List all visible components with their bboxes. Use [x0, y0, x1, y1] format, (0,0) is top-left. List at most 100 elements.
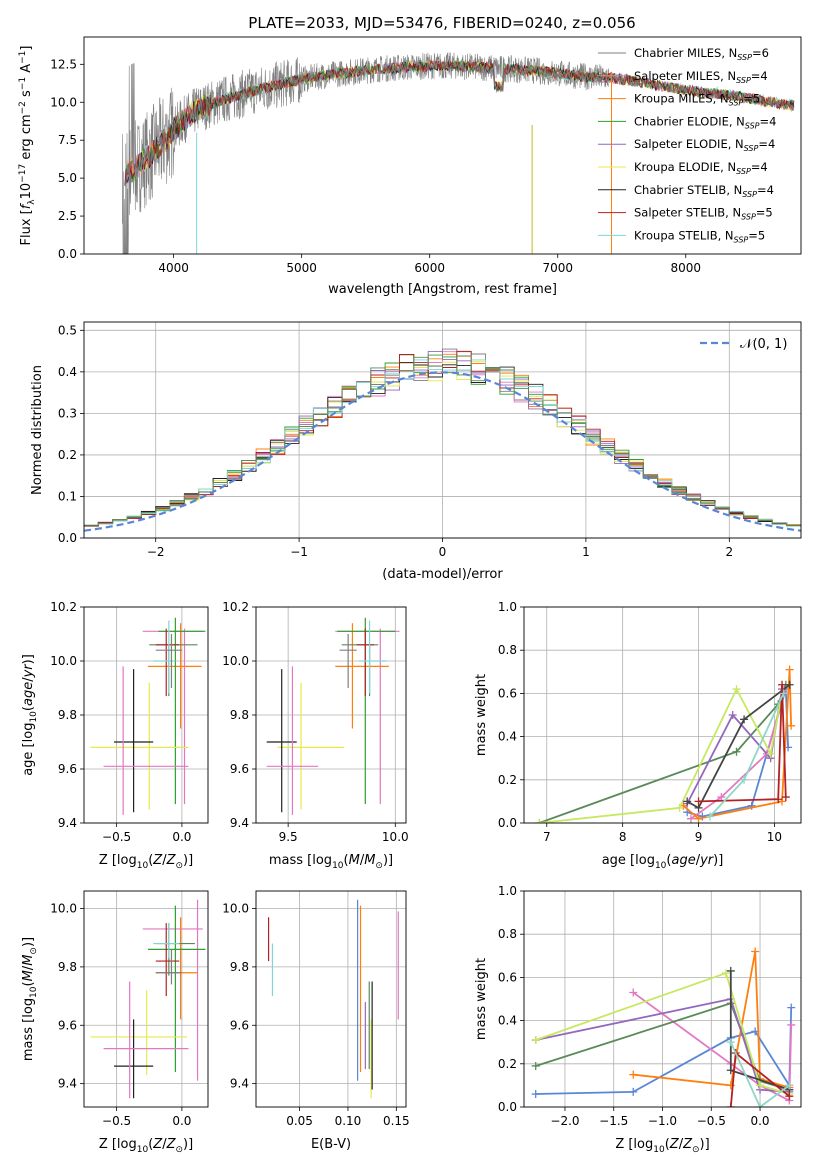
errorbar-point [103, 981, 189, 1099]
legend-label-sub: SSP [734, 235, 749, 244]
legend-entry: Salpeter ELODIE, NSSP=4 [634, 137, 775, 153]
legend-entry: Chabrier MILES, NSSP=6 [634, 46, 769, 62]
errorbar-point [337, 617, 396, 805]
weight-point-marker [778, 680, 787, 689]
legend-entry: Salpeter STELIB, NSSP=5 [634, 206, 773, 222]
legend-label-main: Salpeter MILES, N [634, 69, 736, 83]
weight-point-marker [721, 969, 730, 978]
label-part: 10 [655, 861, 667, 871]
panel-mass_vs_EBV: 0.05 0.10 0.15 9.4 9.6 9.8 10.0 E(B-V) [222, 890, 410, 1152]
weight-point-marker [756, 1081, 765, 1090]
label-part: Flux [ [19, 209, 34, 245]
label-part: )] [183, 853, 193, 868]
weight-point-marker [629, 1070, 638, 1079]
label-part: Z [log [615, 1137, 653, 1152]
label-part: Z [152, 1137, 163, 1152]
weight-point-marker [766, 749, 775, 758]
weight-point-marker [740, 715, 749, 724]
label-part: 10 [29, 711, 39, 723]
errorbars [90, 899, 206, 1099]
errorbar-point [155, 917, 198, 1020]
weight-point-marker [751, 947, 760, 956]
y-tick-label: 0.4 [58, 365, 77, 379]
label-part: ( [666, 853, 671, 868]
label-part: Z [log [99, 1137, 137, 1152]
legend-entry: Salpeter MILES, NSSP=4 [634, 69, 768, 85]
errorbar-point [147, 905, 206, 1072]
y-tick-label: 9.4 [58, 1077, 77, 1091]
weight-point-marker [694, 797, 703, 806]
errorbar-point [155, 923, 180, 997]
errorbar-point [266, 669, 297, 813]
weight-point-marker [531, 1090, 540, 1099]
label-part: Z [682, 1137, 693, 1152]
y-tick-label: 0.4 [498, 730, 517, 744]
label-part: yr [21, 663, 36, 679]
legend-entry: Kroupa ELODIE, NSSP=4 [634, 160, 768, 176]
y-tick-label: 0.0 [58, 531, 77, 545]
x-tick-label: 10.0 [382, 830, 409, 844]
weight-point-marker [785, 680, 794, 689]
errorbar-point [155, 628, 180, 697]
errorbars [266, 617, 400, 815]
legend-label-main: Kroupa MILES, N [634, 92, 729, 106]
weight-point-marker [629, 1087, 638, 1096]
errorbar-point [90, 990, 188, 1075]
label-part: Z [166, 853, 177, 868]
weight-point-marker [629, 988, 638, 997]
axes-frame [83, 36, 802, 255]
legend-label-main: Kroupa STELIB, N [634, 228, 734, 242]
errorbar-point [266, 666, 319, 815]
weight-point-marker [787, 1003, 796, 1012]
label-part: M [21, 970, 36, 981]
label-part: ⊙ [375, 861, 383, 871]
y-tick-label: 0.3 [58, 406, 77, 420]
panel-age_vs_Z: −0.5 0.09.49.69.810.010.2Z [log10(Z/Z⊙)]a… [21, 600, 209, 871]
y-tick-label: 9.8 [58, 960, 77, 974]
legend-label-sub: SSP [742, 190, 757, 199]
label-part: mass [log [269, 853, 332, 868]
x-tick-label: 10 [767, 830, 782, 844]
y-tick-label: 10.0 [222, 654, 249, 668]
x-tick-label: 7000 [542, 261, 573, 275]
errorbar-point [149, 644, 198, 697]
label-part: )] [183, 1137, 193, 1152]
y-axis-label: age [log10(age/yr)] [21, 654, 39, 776]
label-part: age [671, 853, 695, 868]
legend-label-main: Salpeter ELODIE, N [634, 137, 744, 151]
x-tick-label: 0.05 [286, 1114, 313, 1128]
axes-frame [255, 606, 407, 824]
weight-series-line [686, 688, 783, 805]
y-tick-label: 0.0 [498, 1100, 517, 1114]
y-tick-label: 9.8 [230, 708, 249, 722]
legend-label-sub: SSP [737, 53, 752, 62]
label-part: mass [log [21, 998, 36, 1061]
errorbar-point [153, 923, 180, 959]
weight-series-line [539, 687, 783, 823]
weight-point-marker [756, 1103, 765, 1107]
y-tick-label: 9.8 [58, 708, 77, 722]
weight-lines [531, 947, 796, 1107]
weight-point-marker [686, 814, 695, 823]
weight-series-line [535, 997, 790, 1093]
legend-entry: Kroupa MILES, NSSP=5 [634, 92, 760, 108]
panel-weight_vs_Z: −2.0 −1.5 −1.0 −0.5 0.0 0.0 0.2 0.4 0.6 0.8 1.0 Z [… [474, 884, 802, 1155]
residual-histogram [84, 355, 801, 529]
weight-point-marker [779, 689, 788, 698]
label-part: −2 [18, 101, 28, 114]
weight-point-marker [531, 1061, 540, 1070]
legend-entry: 𝒩(0, 1) [740, 337, 787, 352]
x-tick-label: 6000 [414, 261, 445, 275]
weight-series-line [535, 971, 790, 1095]
legend-label-end: =5 [748, 228, 765, 242]
y-tick-label: 10.2 [222, 600, 249, 614]
weight-point-marker [717, 793, 726, 802]
y-tick-label: 0.2 [58, 448, 77, 462]
x-axis-label: E(B-V) [311, 1137, 351, 1152]
label-part: / [679, 1137, 684, 1152]
weight-point-marker [675, 803, 684, 812]
panel-residuals: −2 −1 0 1 2 0.0 0.1 0.2 0.3 0.4 0.5 (data-model)/er… [30, 321, 802, 582]
x-tick-label: 5000 [286, 261, 317, 275]
